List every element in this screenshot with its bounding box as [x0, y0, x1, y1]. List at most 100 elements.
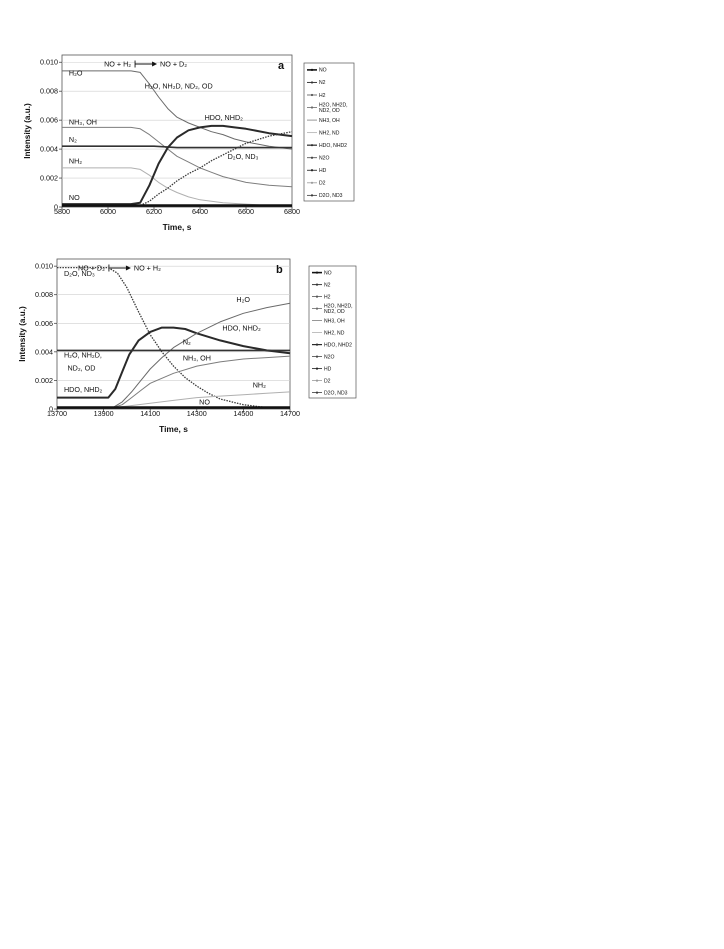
series-annotation: HDO, NHD₂ — [64, 385, 103, 394]
x-tick-label: 14500 — [233, 409, 253, 418]
legend-label: N2O — [324, 354, 335, 360]
legend-label: NH2, ND — [319, 130, 340, 136]
series-annotation: ND₂, OD — [67, 363, 95, 372]
legend-marker — [315, 343, 319, 346]
legend-marker — [315, 271, 319, 274]
legend-label: H2 — [324, 294, 331, 300]
legend-label: HDO, NHD2 — [319, 143, 347, 149]
y-tick-label: 0.010 — [35, 262, 53, 271]
x-tick-label: 6400 — [192, 207, 208, 216]
x-axis-title: Time, s — [163, 222, 192, 232]
legend-marker — [310, 144, 314, 147]
legend-label: D2O, ND3 — [319, 193, 343, 199]
series-annotation: D₂O, ND₃ — [228, 152, 259, 161]
series-line — [62, 131, 293, 207]
legend-label: HD — [324, 366, 332, 372]
switch-arrowhead — [152, 61, 158, 67]
panel-label: b — [276, 264, 283, 276]
series-annotation: H₂O, NH₂D, ND₂, OD — [145, 81, 213, 90]
legend: NO N2 H2 H2O, NH2D,ND2, OD NH3, OH NH2, ND HDO… — [303, 62, 355, 202]
series-annotation: NH₂ — [253, 381, 266, 390]
legend-label: N2 — [319, 80, 326, 86]
series-annotation: N₂ — [69, 135, 77, 144]
x-tick-label: 6200 — [146, 207, 162, 216]
legend-marker — [315, 283, 319, 286]
y-tick-label: 0.002 — [40, 174, 58, 183]
y-tick-label: 0.002 — [35, 376, 53, 385]
y-axis-title: Intensity (a.u.) — [23, 103, 32, 159]
switch-to-label: NO + D₂ — [160, 60, 187, 69]
series-line — [57, 302, 291, 409]
y-tick-label: 0.004 — [35, 347, 53, 356]
series-line — [62, 70, 293, 150]
legend-marker — [315, 367, 319, 370]
legend-marker — [310, 68, 314, 71]
legend-marker — [310, 181, 314, 184]
series-annotation: NH₃, OH — [183, 353, 211, 362]
legend-label: NH2, ND — [324, 330, 345, 336]
series-annotation: HDO, NHD₂ — [222, 323, 261, 332]
legend: NO N2 H2 H2O, NH2D,ND2, OD NH3, OH NH2, ND HDO… — [308, 265, 357, 399]
series-line — [62, 145, 292, 149]
series-line — [57, 355, 291, 409]
legend-marker — [310, 106, 314, 109]
y-axis-title: Intensity (a.u.) — [18, 306, 27, 362]
x-tick-label: 6600 — [238, 207, 254, 216]
legend-box — [308, 265, 357, 399]
legend-marker — [315, 355, 319, 358]
x-tick-label: 14300 — [187, 409, 207, 418]
legend-label: N2 — [324, 282, 331, 288]
legend-marker — [310, 93, 314, 97]
legend-label: NO — [324, 270, 332, 276]
x-tick-label: 6800 — [284, 207, 300, 216]
series-line — [62, 126, 293, 188]
legend-label: NO — [319, 68, 327, 74]
switch-arrowhead — [125, 265, 131, 271]
y-tick-label: 0.004 — [40, 145, 58, 154]
legend-label: D2 — [319, 181, 326, 187]
x-tick-label: 5800 — [54, 207, 70, 216]
legend-label: NH3, OH — [319, 118, 340, 124]
legend-marker — [310, 169, 314, 172]
series-annotation: NO — [69, 193, 80, 202]
legend-marker — [310, 156, 314, 159]
legend-label: HDO, NHD2 — [324, 342, 352, 348]
x-tick-label: 14700 — [280, 409, 300, 418]
series-annotation: H₂O, NH₂D, — [64, 351, 102, 360]
series-annotation: NH₂ — [69, 157, 82, 166]
x-tick-label: 6000 — [100, 207, 116, 216]
x-tick-label: 14100 — [140, 409, 160, 418]
legend-label: H2O, NH2D, — [319, 103, 348, 109]
legend-label: D2O, ND3 — [324, 390, 348, 396]
y-tick-label: 0 — [54, 203, 58, 212]
x-axis-title: Time, s — [159, 424, 188, 434]
y-tick-label: 0.008 — [35, 290, 53, 299]
legend-label: N2O — [319, 156, 330, 162]
panel-label: a — [278, 60, 285, 72]
series-line — [62, 167, 292, 207]
legend-marker — [310, 81, 314, 84]
legend-label: ND2, OD — [324, 309, 345, 315]
switch-from-label: NO + H₂ — [104, 60, 131, 69]
switch-from-label: NO + D₂ — [78, 264, 105, 273]
x-tick-label: 13700 — [47, 409, 67, 418]
y-tick-label: 0.008 — [40, 87, 58, 96]
series-annotation: H₂O — [236, 295, 250, 304]
y-tick-label: 0.006 — [35, 319, 53, 328]
legend-marker — [315, 379, 319, 382]
legend-marker — [315, 307, 319, 310]
series-line — [62, 124, 293, 206]
series-annotation: HDO, NHD₂ — [205, 113, 244, 122]
legend-label: H2 — [319, 93, 326, 99]
series-annotation: N₂ — [183, 338, 191, 347]
y-tick-label: 0.010 — [40, 58, 58, 67]
legend-label: D2 — [324, 378, 331, 384]
legend-marker — [315, 391, 319, 394]
series-line — [57, 326, 291, 399]
legend-box — [303, 62, 355, 202]
chart-panel-a: 0 0.002 0.004 0.006 0.008 0.010 5800 6000 6200 64… — [23, 54, 355, 232]
legend-label: ND2, OD — [319, 108, 340, 114]
y-tick-label: 0 — [49, 405, 53, 414]
legend-label: HD — [319, 168, 327, 174]
